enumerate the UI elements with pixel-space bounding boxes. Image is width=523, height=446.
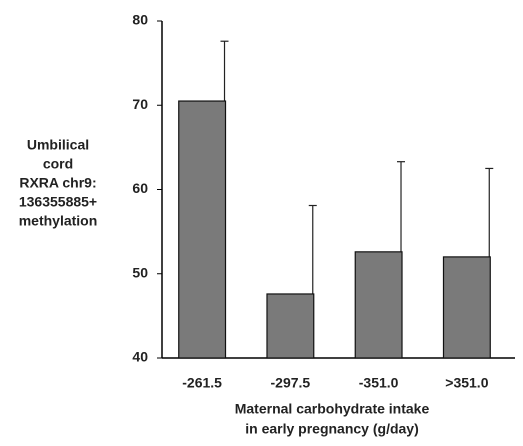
y-tick-label: 50 (132, 264, 148, 280)
bar (442, 256, 491, 359)
bar (178, 100, 227, 359)
x-tick-label: -351.0 (359, 375, 399, 391)
y-axis-label: Umbilical (27, 137, 89, 153)
x-tick-label: -297.5 (271, 375, 311, 391)
x-axis-label: Maternal carbohydrate intake (235, 401, 430, 417)
y-axis-label: cord (43, 156, 73, 172)
y-tick-label: 80 (132, 12, 148, 28)
y-axis-label: methylation (19, 213, 98, 229)
x-axis-label: in early pregnancy (g/day) (245, 421, 419, 437)
y-tick-label: 60 (132, 180, 148, 196)
bar (266, 293, 315, 359)
y-tick-label: 40 (132, 349, 148, 365)
y-axis-label: RXRA chr9: (19, 175, 96, 191)
x-tick-label: >351.0 (445, 375, 488, 391)
x-tick-label: -261.5 (182, 375, 222, 391)
y-axis-label: 136355885+ (19, 194, 97, 210)
y-tick-label: 70 (132, 96, 148, 112)
bar (354, 251, 403, 359)
